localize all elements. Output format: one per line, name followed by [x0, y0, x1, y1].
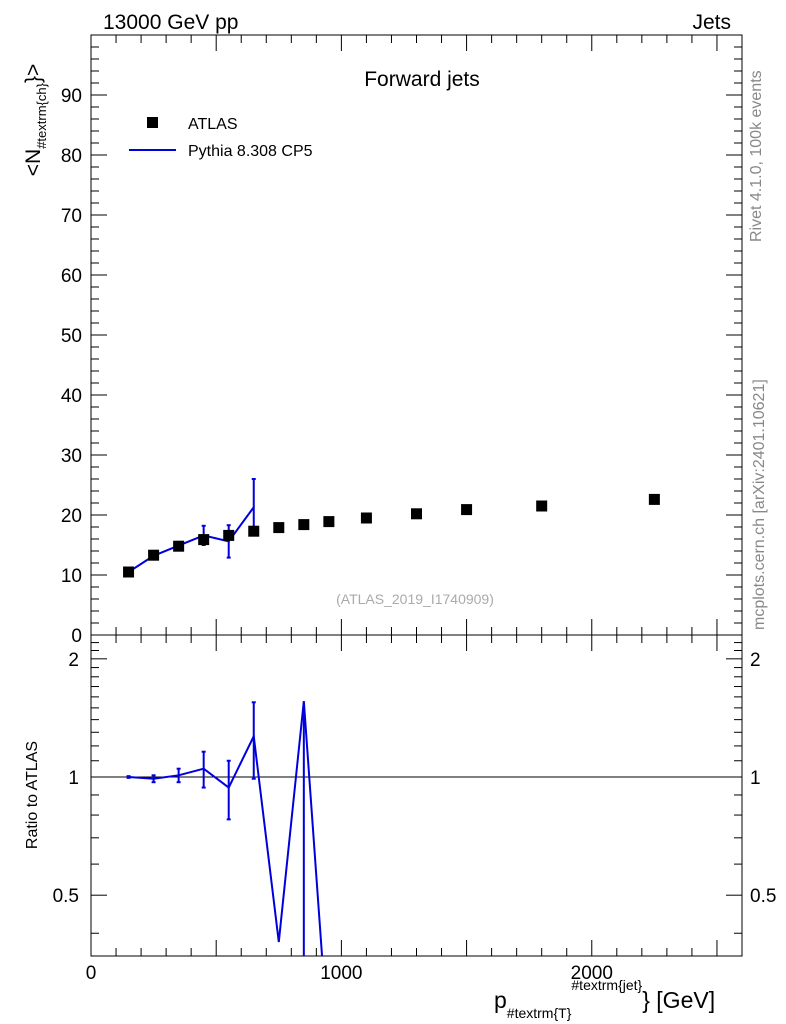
chart-title: Forward jets	[364, 68, 480, 91]
main-y-tick-label: 50	[61, 326, 82, 347]
main-x-ticks	[90, 35, 743, 635]
header-left: 13000 GeV pp	[103, 11, 238, 34]
legend-data-marker	[147, 117, 158, 128]
mc-line	[128, 506, 255, 573]
data-point	[223, 529, 235, 541]
data-point	[173, 540, 185, 552]
legend-data-label: ATLAS	[188, 116, 238, 133]
rivet-label: Rivet 4.1.0, 100k events	[748, 70, 765, 242]
x-tick-label: 2000	[571, 963, 613, 984]
data-point	[248, 525, 260, 537]
data-point	[123, 566, 135, 578]
main-y-tick-label: 30	[61, 446, 82, 467]
main-y-tick-label: 20	[61, 506, 82, 527]
x-tick-label: 0	[86, 963, 97, 984]
main-y-tick-label: 70	[61, 206, 82, 227]
data-point	[536, 500, 548, 512]
main-y-tick-label: 90	[61, 86, 82, 107]
ratio-y-axis: 0.5 0.5 1 1 2 2	[53, 642, 776, 934]
ratio-y-tick-label-right: 1	[750, 768, 761, 789]
ratio-y-tick-label-left: 0.5	[53, 886, 79, 907]
ratio-y-tick-label-right: 0.5	[750, 886, 776, 907]
analysis-watermark: (ATLAS_2019_I1740909)	[336, 591, 494, 607]
mc-series-main	[128, 478, 256, 573]
data-point	[148, 549, 160, 561]
legend-mc-label: Pythia 8.308 CP5	[188, 143, 313, 160]
data-point	[411, 508, 422, 520]
ratio-y-label: Ratio to ATLAS	[24, 741, 41, 849]
main-y-axis: 0 10 20 30 40 50 60 70 80 90	[61, 46, 742, 647]
ratio-y-tick-label-right: 2	[750, 650, 761, 671]
main-y-tick-label: 40	[61, 386, 82, 407]
data-point	[461, 504, 473, 516]
ratio-x-axis: 0 1000 2000	[86, 635, 743, 984]
data-series-main	[123, 493, 660, 578]
data-point	[273, 522, 285, 534]
data-point	[198, 534, 210, 546]
x-tick-label: 1000	[320, 963, 362, 984]
ratio-y-tick-label-left: 2	[68, 650, 79, 671]
main-y-tick-label: 10	[61, 566, 82, 587]
ratio-y-tick-label-left: 1	[68, 768, 79, 789]
legend: ATLAS Pythia 8.308 CP5	[129, 116, 313, 160]
main-y-tick-label: 80	[61, 146, 82, 167]
mc-series-ratio	[126, 701, 324, 956]
main-y-label: <N#textrm{ch}}>	[22, 64, 49, 176]
main-y-tick-label: 0	[71, 626, 82, 647]
header-right: Jets	[692, 11, 731, 34]
ratio-panel-frame	[90, 634, 743, 957]
mcplots-label: mcplots.cern.ch [arXiv:2401.10621]	[751, 379, 768, 630]
ratio-line	[128, 701, 324, 956]
data-point	[323, 516, 335, 528]
main-y-tick-label: 60	[61, 266, 82, 287]
ratio-clip-group	[126, 701, 324, 956]
data-point	[648, 493, 660, 505]
data-point	[360, 512, 372, 524]
data-point	[298, 519, 310, 531]
x-axis-label: p#textrm{T}#textrm{jet}} [GeV]	[494, 977, 715, 1021]
